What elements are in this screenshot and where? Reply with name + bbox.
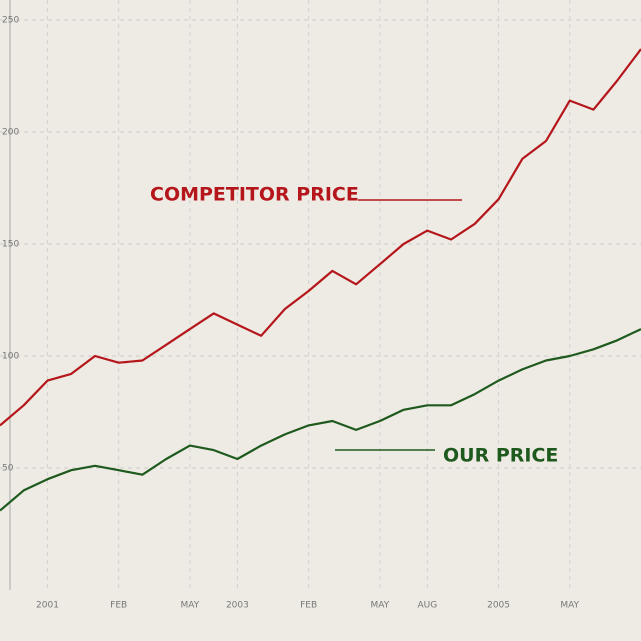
x-tick-label: MAY: [560, 601, 579, 611]
x-tick-label: FEB: [110, 601, 127, 611]
y-tick-label: 100: [2, 352, 19, 362]
x-tick-label: 2001: [36, 601, 59, 611]
x-tick-label: AUG: [417, 601, 437, 611]
series-line: [0, 328, 641, 512]
y-tick-label: 50: [2, 464, 14, 474]
legend-label: COMPETITOR PRICE: [150, 184, 359, 206]
x-tick-label: 2003: [226, 601, 249, 611]
x-tick-label: MAY: [370, 601, 389, 611]
y-tick-label: 250: [2, 16, 19, 26]
y-tick-label: 150: [2, 240, 19, 250]
x-tick-label: 2005: [487, 601, 510, 611]
x-tick-label: MAY: [181, 601, 200, 611]
x-tick-label: FEB: [300, 601, 317, 611]
series-line: [0, 48, 641, 427]
legend-label: OUR PRICE: [443, 445, 558, 467]
y-tick-label: 200: [2, 128, 19, 138]
